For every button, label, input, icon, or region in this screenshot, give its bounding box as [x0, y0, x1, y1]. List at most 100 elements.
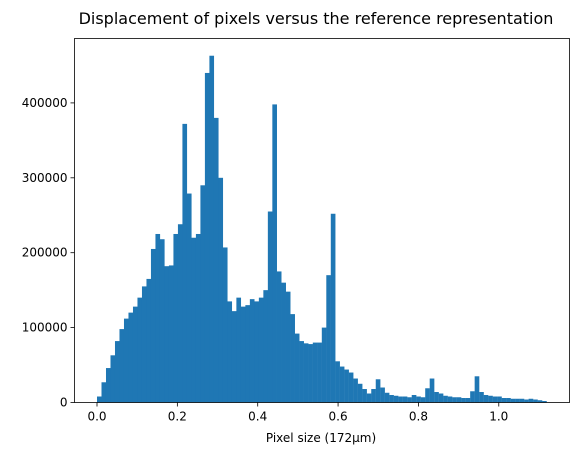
histogram-bar [389, 395, 394, 403]
histogram-bar [240, 306, 246, 403]
histogram-bar [209, 55, 215, 403]
histogram-bar [456, 397, 462, 403]
histogram-bar [519, 398, 525, 403]
histogram-bar [479, 392, 484, 403]
histogram-bar [191, 237, 197, 403]
histogram-bar [474, 376, 480, 403]
x-tick-label: 0.8 [409, 410, 428, 424]
histogram-bar [357, 383, 363, 403]
histogram-bar [141, 286, 147, 403]
histogram-bar [101, 382, 107, 403]
histogram-bar [407, 397, 412, 403]
histogram-bar [272, 104, 277, 403]
histogram-bar [159, 239, 165, 403]
histogram-bar [371, 389, 376, 403]
histogram-bar [330, 213, 336, 403]
y-tick-label: 400000 [22, 96, 68, 110]
histogram-bar [510, 398, 516, 403]
histogram-bar [443, 395, 448, 403]
histogram-bar [375, 379, 381, 403]
histogram-bar [105, 368, 111, 403]
histogram-bar [245, 305, 251, 403]
histogram-bar [353, 378, 358, 403]
histogram-bar [533, 399, 538, 403]
histogram-bar [465, 398, 471, 403]
histogram-bar [542, 401, 547, 403]
chart-title: Displacement of pixels versus the refere… [79, 9, 554, 28]
y-axis-ticks: 0 100000 200000 300000 400000 [22, 96, 75, 410]
histogram-bar [110, 355, 116, 403]
histogram-bar [416, 396, 421, 403]
histogram-bar [326, 275, 331, 403]
histogram-bar [402, 396, 408, 403]
histogram-bar [425, 388, 430, 403]
x-tick-label: 0.6 [329, 410, 348, 424]
histogram-bar [515, 398, 520, 403]
histogram-bar [290, 314, 295, 403]
histogram-bar [222, 247, 228, 403]
histogram-bar [380, 387, 385, 403]
histogram-bar [155, 233, 161, 403]
histogram-bar [132, 306, 138, 403]
histogram-bar [362, 389, 367, 403]
histogram-bar [146, 278, 152, 403]
histogram-bar [249, 299, 255, 403]
histogram-bar [321, 327, 327, 403]
histogram-bar [470, 391, 475, 403]
histogram-bar [195, 233, 201, 403]
histogram-bar [299, 341, 304, 403]
histogram-bar [137, 297, 143, 403]
histogram-bar [344, 369, 349, 403]
histogram-bar [285, 291, 291, 403]
histogram-bar [398, 396, 403, 403]
histogram-bar [294, 333, 300, 403]
y-tick-label: 200000 [22, 246, 68, 260]
histogram-bar [263, 290, 268, 403]
histogram-bar [348, 372, 354, 403]
histogram-bar [429, 378, 435, 403]
histogram-bar [258, 297, 264, 403]
histogram-bar [200, 185, 206, 403]
histogram-bar [434, 392, 439, 403]
histogram-bar [218, 177, 224, 403]
histogram-bar [438, 393, 444, 403]
histogram-bar [506, 398, 511, 403]
histogram-bar [492, 396, 498, 403]
histogram-bar [524, 399, 529, 403]
histogram-bar [150, 248, 156, 403]
plot-frame [74, 38, 570, 403]
y-tick-label: 0 [60, 396, 68, 410]
histogram-bar [119, 329, 125, 403]
histogram-bar [173, 233, 179, 403]
histogram-bar [281, 282, 286, 403]
histogram-bar [164, 266, 170, 403]
histogram-bar [128, 312, 134, 403]
histogram-bar [366, 393, 372, 403]
histogram-bar [537, 400, 543, 403]
histogram-bar [168, 265, 174, 403]
histogram-bars [97, 55, 547, 403]
histogram-bar [204, 72, 210, 403]
histogram-bar [267, 211, 273, 403]
histogram-bar [186, 193, 192, 403]
histogram-bar [461, 398, 466, 403]
histogram-bar [501, 398, 507, 403]
histogram-bar [177, 224, 183, 403]
histogram-bar [231, 311, 237, 403]
x-tick-label: 0.4 [248, 410, 267, 424]
histogram-bar [447, 396, 453, 403]
histogram-bar [483, 395, 489, 403]
histogram-bar [528, 398, 534, 403]
histogram-bar [488, 395, 493, 403]
x-tick-label: 1.0 [489, 410, 508, 424]
histogram-bar [182, 123, 188, 403]
histogram-bar [227, 301, 233, 403]
histogram-bar [276, 271, 282, 403]
x-axis-ticks: 0.0 0.2 0.4 0.6 0.8 1.0 [87, 402, 508, 424]
y-tick-label: 100000 [22, 321, 68, 335]
histogram-bar [384, 392, 390, 403]
histogram-bar [254, 301, 260, 403]
x-tick-label: 0.0 [87, 410, 106, 424]
histogram-bar [420, 397, 426, 403]
